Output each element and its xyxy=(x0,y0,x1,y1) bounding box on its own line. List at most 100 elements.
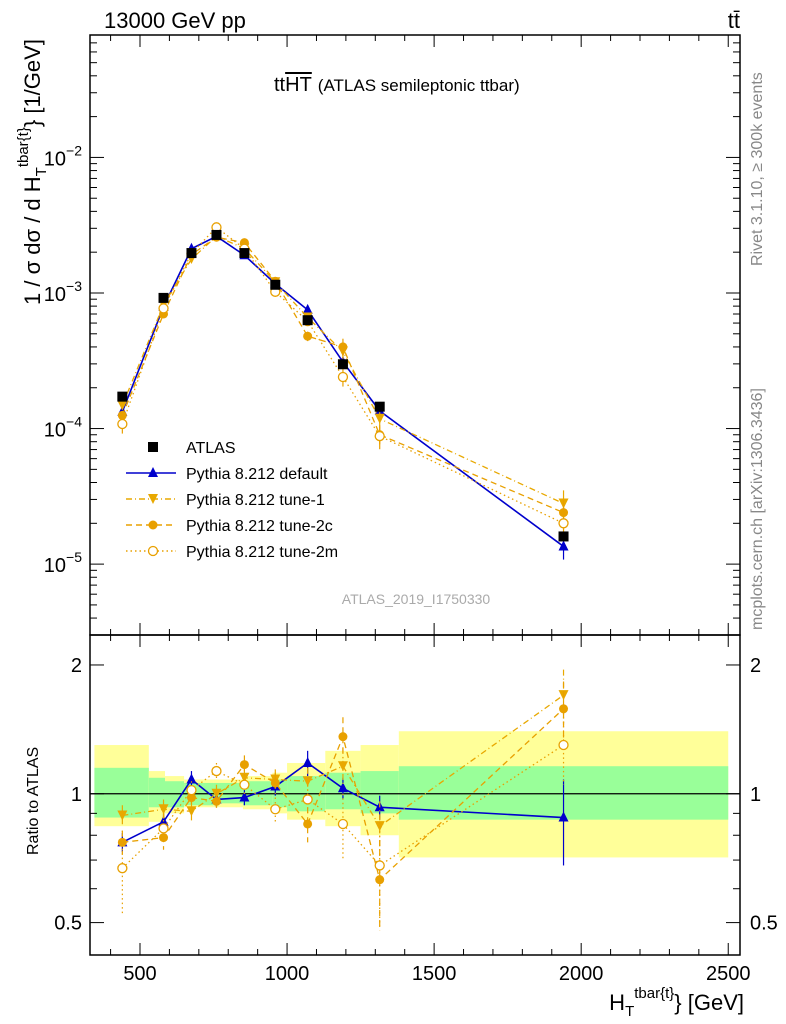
x-label-sub: T xyxy=(625,1003,634,1020)
data-marker-square xyxy=(374,401,385,412)
data-marker-triangle-up xyxy=(558,811,569,822)
data-marker-triangle-down xyxy=(117,810,128,821)
ratio-series-line xyxy=(122,694,564,828)
data-marker-open-circle xyxy=(158,303,169,314)
series-line xyxy=(121,226,564,524)
data-marker-triangle-down xyxy=(117,400,128,411)
data-marker-open-circle xyxy=(239,779,250,790)
ratio-y-tick-label-right: 1 xyxy=(750,784,761,806)
data-marker-open-circle xyxy=(558,739,569,751)
main-y-tick-exponent: −2 xyxy=(66,142,82,158)
series-line xyxy=(121,236,564,514)
legend-label: Pythia 8.212 tune-1 xyxy=(186,492,325,509)
main-y-tick-label: 10−2 xyxy=(44,142,82,170)
legend-label: Pythia 8.212 tune-2c xyxy=(186,518,333,535)
x-label-text: H xyxy=(609,990,625,1015)
data-marker-square xyxy=(239,248,250,259)
data-marker-open-circle xyxy=(337,371,349,383)
main-y-tick-exponent: −4 xyxy=(66,414,82,430)
ratio-y-tick-label: 0.5 xyxy=(54,913,82,935)
data-marker-circle xyxy=(303,331,313,341)
data-marker-triangle-down xyxy=(374,821,385,832)
plot-title-suffix: (ATLAS semileptonic ttbar) xyxy=(318,76,520,95)
x-tick-label: 500 xyxy=(123,963,156,985)
ratio-y-tick-label-right: 2 xyxy=(750,655,761,677)
legend-entry: Pythia 8.212 tune-1 xyxy=(126,492,325,509)
ratio-y-tick-label: 1 xyxy=(71,784,82,806)
x-tick-label: 2500 xyxy=(706,963,751,985)
ratio-panel: 500 1000 1500 2000 2500 0.5 0.5 1 1 2 2 xyxy=(54,634,778,985)
data-marker-square xyxy=(558,531,569,542)
main-y-tick-base: 10 xyxy=(44,148,66,170)
legend-label: Pythia 8.212 default xyxy=(186,466,328,483)
ratio-series-4 xyxy=(117,712,569,931)
ratio-y-tick-label-right: 0.5 xyxy=(750,913,778,935)
x-tick-label: 1000 xyxy=(265,963,310,985)
main-y-tick-base: 10 xyxy=(44,284,66,306)
data-marker-triangle-up xyxy=(148,467,158,477)
series-1 xyxy=(117,230,569,560)
data-marker-open-circle xyxy=(302,794,313,805)
data-marker-circle xyxy=(186,793,196,803)
data-marker-triangle-up xyxy=(302,757,313,768)
data-marker-circle xyxy=(211,796,221,806)
rivet-version-label: Rivet 3.1.10, ≥ 300k events xyxy=(749,72,766,266)
data-marker-triangle-down xyxy=(239,772,250,783)
data-marker-circle xyxy=(239,760,249,770)
data-marker-triangle-down xyxy=(302,776,313,787)
plot-title-prefix: tt xyxy=(274,74,286,96)
main-y-label-text: 1 / σ dσ / d H xyxy=(20,176,45,305)
data-marker-square xyxy=(211,229,222,240)
ratio-plot-frame xyxy=(89,634,741,956)
data-marker-open-circle xyxy=(147,545,159,557)
data-marker-triangle-up xyxy=(337,782,348,793)
data-marker-circle xyxy=(148,520,158,530)
main-panel: 10−510−410−310−2 xyxy=(44,34,741,636)
legend-label: ATLAS xyxy=(186,440,236,457)
data-marker-circle xyxy=(117,837,127,847)
data-marker-open-circle xyxy=(117,863,128,874)
ratio-series-line xyxy=(121,744,564,869)
svg-text:1 / σ dσ / d HTtbar{t}} [1/GeV: 1 / σ dσ / d HTtbar{t}} [1/GeV] xyxy=(15,39,50,305)
data-marker-circle xyxy=(159,833,169,843)
data-marker-circle xyxy=(375,875,385,885)
energy-label: 13000 GeV pp xyxy=(104,8,246,33)
data-marker-open-circle xyxy=(337,818,349,830)
data-marker-square xyxy=(337,359,348,370)
data-marker-triangle-up xyxy=(302,303,313,314)
data-marker-triangle-down xyxy=(148,494,158,504)
inner-uncertainty-band xyxy=(148,777,165,808)
x-tick-label: 1500 xyxy=(412,963,457,985)
data-marker-circle xyxy=(338,342,348,352)
main-y-tick-label: 10−3 xyxy=(44,278,82,306)
plot-title-overline: HT xyxy=(285,74,312,96)
data-marker-open-circle xyxy=(374,860,385,871)
x-tick-label: 2000 xyxy=(559,963,604,985)
data-marker-circle xyxy=(270,778,280,788)
data-marker-circle xyxy=(303,819,313,829)
data-marker-square xyxy=(148,442,158,452)
data-marker-square xyxy=(117,391,128,402)
data-marker-square xyxy=(270,279,281,290)
legend-entry: Pythia 8.212 default xyxy=(126,466,328,483)
data-marker-triangle-down xyxy=(158,804,169,815)
main-y-tick-base: 10 xyxy=(44,555,66,577)
data-marker-open-circle xyxy=(211,765,222,777)
plot-title: ttHT (ATLAS semileptonic ttbar) xyxy=(274,74,520,96)
ratio-series-line xyxy=(122,708,564,881)
ratio-y-axis-label: Ratio to ATLAS xyxy=(25,747,42,855)
data-marker-circle xyxy=(559,704,569,714)
ratio-y-tick-label: 2 xyxy=(71,655,82,677)
x-label-sup: tbar{t} xyxy=(634,985,674,1002)
data-marker-open-circle xyxy=(158,823,169,834)
main-y-tick-label: 10−5 xyxy=(44,549,82,577)
data-marker-square xyxy=(302,315,313,326)
data-marker-open-circle xyxy=(374,430,385,442)
data-marker-triangle-up xyxy=(239,791,250,802)
process-label: tt̄ xyxy=(728,8,740,33)
data-marker-open-circle xyxy=(270,804,281,815)
mcplots-reference-label: mcplots.cern.ch [arXiv:1306.3436] xyxy=(749,388,766,630)
legend-entry: Pythia 8.212 tune-2c xyxy=(126,518,333,535)
data-marker-triangle-up xyxy=(558,540,569,551)
